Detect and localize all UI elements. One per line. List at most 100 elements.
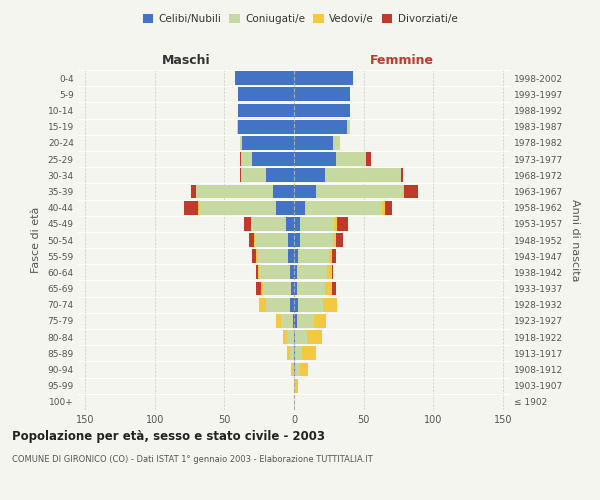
Text: Popolazione per età, sesso e stato civile - 2003: Popolazione per età, sesso e stato civil… <box>12 430 325 443</box>
Bar <box>302 346 316 360</box>
Bar <box>347 120 350 134</box>
Bar <box>295 379 298 392</box>
Bar <box>332 250 336 263</box>
Bar <box>294 346 295 360</box>
Bar <box>254 233 255 247</box>
Text: Femmine: Femmine <box>370 54 434 67</box>
Bar <box>244 217 251 230</box>
Bar <box>258 266 259 280</box>
Bar <box>294 217 299 230</box>
Bar <box>294 379 295 392</box>
Bar <box>235 71 294 85</box>
Bar <box>191 184 196 198</box>
Bar <box>404 184 418 198</box>
Bar <box>259 266 290 280</box>
Bar <box>307 330 322 344</box>
Bar <box>332 282 336 296</box>
Bar <box>290 298 294 312</box>
Bar <box>256 250 258 263</box>
Bar <box>283 330 287 344</box>
Bar <box>199 200 276 214</box>
Bar <box>294 136 333 149</box>
Bar <box>291 282 294 296</box>
Bar <box>334 217 337 230</box>
Bar <box>316 184 403 198</box>
Bar <box>273 184 294 198</box>
Bar <box>252 250 256 263</box>
Bar <box>263 282 291 296</box>
Bar <box>294 362 295 376</box>
Bar <box>289 233 294 247</box>
Bar <box>290 346 294 360</box>
Bar <box>293 314 294 328</box>
Bar <box>294 152 336 166</box>
Bar <box>287 346 290 360</box>
Bar <box>281 314 293 328</box>
Bar <box>305 200 382 214</box>
Bar <box>337 217 349 230</box>
Bar <box>367 152 371 166</box>
Bar <box>295 362 299 376</box>
Bar <box>294 298 298 312</box>
Y-axis label: Anni di nascita: Anni di nascita <box>570 198 580 281</box>
Bar <box>297 282 325 296</box>
Bar <box>299 233 333 247</box>
Bar <box>332 266 333 280</box>
Bar <box>196 184 273 198</box>
Bar <box>238 88 294 101</box>
Bar <box>256 282 260 296</box>
Bar <box>287 330 294 344</box>
Bar <box>295 330 307 344</box>
Bar <box>251 217 286 230</box>
Bar <box>401 168 403 182</box>
Bar <box>294 330 295 344</box>
Text: COMUNE DI GIRONICO (CO) - Dati ISTAT 1° gennaio 2003 - Elaborazione TUTTITALIA.I: COMUNE DI GIRONICO (CO) - Dati ISTAT 1° … <box>12 455 373 464</box>
Bar <box>252 152 294 166</box>
Bar <box>294 184 316 198</box>
Bar <box>297 266 328 280</box>
Bar <box>294 250 298 263</box>
Bar <box>314 314 326 328</box>
Bar <box>242 136 294 149</box>
Bar <box>295 346 302 360</box>
Bar <box>325 168 401 182</box>
Bar <box>294 88 350 101</box>
Bar <box>266 168 294 182</box>
Bar <box>323 298 337 312</box>
Bar <box>325 282 332 296</box>
Bar <box>266 298 290 312</box>
Bar <box>333 233 336 247</box>
Bar <box>286 217 294 230</box>
Bar <box>238 120 294 134</box>
Bar <box>293 362 294 376</box>
Bar <box>294 233 299 247</box>
Bar <box>385 200 392 214</box>
Bar <box>276 200 294 214</box>
Text: Maschi: Maschi <box>161 54 211 67</box>
Bar <box>241 152 252 166</box>
Bar <box>329 250 332 263</box>
Bar <box>336 233 343 247</box>
Bar <box>239 136 242 149</box>
Bar <box>289 250 294 263</box>
Bar <box>258 250 289 263</box>
Bar <box>333 136 340 149</box>
Bar <box>336 152 367 166</box>
Bar <box>294 314 297 328</box>
Bar <box>298 298 323 312</box>
Bar <box>184 200 198 214</box>
Bar <box>328 266 332 280</box>
Bar <box>403 184 404 198</box>
Bar <box>294 104 350 118</box>
Bar <box>290 266 294 280</box>
Bar <box>238 104 294 118</box>
Bar <box>239 168 241 182</box>
Bar <box>297 314 314 328</box>
Bar <box>291 362 293 376</box>
Bar <box>259 298 266 312</box>
Bar <box>294 71 353 85</box>
Bar <box>276 314 281 328</box>
Y-axis label: Fasce di età: Fasce di età <box>31 207 41 273</box>
Bar <box>382 200 385 214</box>
Bar <box>255 233 289 247</box>
